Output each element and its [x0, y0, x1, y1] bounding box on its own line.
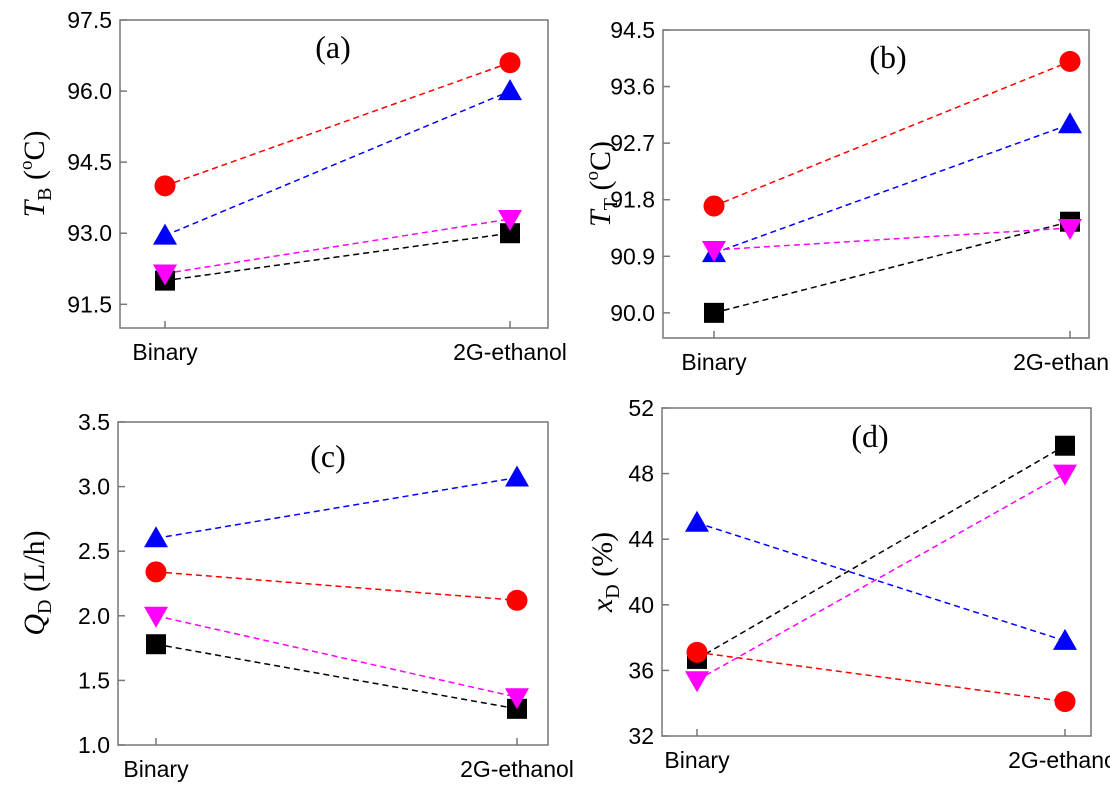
- y-tick-label: 3.5: [78, 409, 110, 435]
- y-tick-label: 94.5: [610, 17, 655, 43]
- x-tick-label: Binary: [132, 339, 198, 365]
- y-tick-label: 44: [628, 526, 654, 552]
- y-tick-label: 52: [628, 395, 654, 421]
- data-point-square: [500, 223, 520, 244]
- plot-frame: [661, 407, 1092, 737]
- series-line-triangle-down: [696, 472, 1066, 681]
- y-tick-label: 90.9: [610, 243, 655, 269]
- y-tick-label: 1.0: [78, 732, 110, 758]
- series-line-triangle-up: [696, 522, 1066, 642]
- y-tick-label: 2.0: [78, 603, 110, 629]
- series-line-triangle-down: [713, 227, 1071, 251]
- x-tick-label: 2G-ethanol: [453, 339, 567, 365]
- series-line-triangle-up: [155, 476, 518, 540]
- data-point-square: [1055, 435, 1075, 456]
- data-point-circle: [145, 561, 167, 583]
- panel-c: 1.0 1.5 2.0 2.5 3.0 3.5 Binary 2G-ethanol (c) QD …: [18, 409, 574, 782]
- panel-a: 91.5 93.0 94.5 96.0 97.5 Binary 2G-ethanol (a) T…: [16, 7, 567, 365]
- data-point-triangle-down: [702, 241, 726, 262]
- y-tick-label: 36: [628, 657, 654, 683]
- x-tick-label: 2G-ethanol: [460, 756, 574, 782]
- y-axis-label: TB (oC): [16, 130, 56, 217]
- data-point-circle: [686, 641, 708, 663]
- panel-label: (a): [315, 29, 351, 65]
- panel-label: (c): [310, 438, 346, 474]
- panel-b: 90.0 90.9 91.8 92.7 93.6 94.5 Binary 2G-ethanol…: [582, 17, 1110, 375]
- y-tick-label: 97.5: [67, 7, 112, 33]
- data-point-triangle-up: [144, 526, 168, 548]
- series-line-square: [164, 232, 511, 282]
- series-line-triangle-down: [155, 615, 518, 698]
- plot-frame: [117, 421, 549, 746]
- x-tick-label: Binary: [123, 756, 189, 782]
- panel-label: (d): [851, 418, 888, 454]
- data-point-square: [704, 302, 724, 323]
- series-line-circle: [164, 61, 511, 187]
- series-line-triangle-up: [713, 123, 1071, 254]
- data-point-triangle-up: [153, 223, 177, 245]
- series-line-triangle-down: [164, 218, 511, 275]
- data-point-triangle-down: [144, 606, 168, 628]
- data-point-circle: [154, 175, 176, 197]
- y-tick-label: 91.5: [67, 291, 112, 317]
- data-point-triangle-down: [153, 264, 177, 286]
- data-point-triangle-down: [505, 688, 529, 710]
- x-tick-label: 2G-ethanol: [1013, 349, 1110, 375]
- data-point-circle: [499, 52, 521, 74]
- y-tick-label: 92.7: [610, 130, 655, 156]
- data-point-circle: [703, 195, 725, 217]
- y-tick-label: 40: [628, 592, 654, 618]
- data-point-triangle-down: [685, 671, 709, 693]
- y-tick-label: 32: [628, 723, 654, 749]
- plot-frame: [119, 19, 549, 329]
- y-tick-label: 90.0: [610, 300, 655, 326]
- y-tick-label: 96.0: [67, 78, 112, 104]
- y-axis-label: QD (L/h): [18, 530, 56, 635]
- data-point-triangle-up: [1058, 112, 1082, 134]
- y-tick-label: 3.0: [78, 474, 110, 500]
- y-tick-label: 48: [628, 461, 654, 487]
- series-line-triangle-up: [164, 90, 511, 237]
- y-axis-label: xD (%): [586, 532, 624, 613]
- x-tick-label: 2G-ethanol: [1008, 747, 1110, 773]
- panel-label: (b): [869, 39, 906, 75]
- plot-frame: [662, 29, 1090, 339]
- y-tick-label: 91.8: [610, 187, 655, 213]
- data-point-circle: [1054, 691, 1076, 713]
- series-line-circle: [713, 60, 1071, 207]
- series-line-circle: [696, 651, 1066, 703]
- series-line-circle: [155, 571, 518, 602]
- data-point-triangle-up: [685, 510, 709, 532]
- data-point-triangle-up: [1053, 628, 1077, 650]
- data-point-triangle-down: [1053, 464, 1077, 486]
- series-line-square: [155, 643, 518, 710]
- series-line-square: [713, 220, 1071, 314]
- x-tick-label: Binary: [664, 747, 730, 773]
- data-point-circle: [1059, 50, 1081, 72]
- y-tick-label: 93.0: [67, 220, 112, 246]
- y-tick-label: 1.5: [78, 667, 110, 693]
- data-point-circle: [506, 589, 528, 611]
- y-tick-label: 93.6: [610, 74, 655, 100]
- series-line-square: [696, 445, 1066, 660]
- data-point-triangle-down: [498, 210, 522, 232]
- data-point-triangle-down: [1058, 219, 1082, 240]
- y-tick-label: 2.5: [78, 538, 110, 564]
- x-tick-label: Binary: [681, 349, 747, 375]
- data-point-triangle-up: [498, 79, 522, 101]
- y-axis-label: TT (oC): [582, 141, 622, 227]
- data-point-triangle-up: [505, 465, 529, 487]
- data-point-square: [146, 634, 166, 655]
- y-tick-label: 94.5: [67, 149, 112, 175]
- panel-d: 32 36 40 44 48 52 Binary 2G-ethanol (d) xD (%): [586, 395, 1110, 773]
